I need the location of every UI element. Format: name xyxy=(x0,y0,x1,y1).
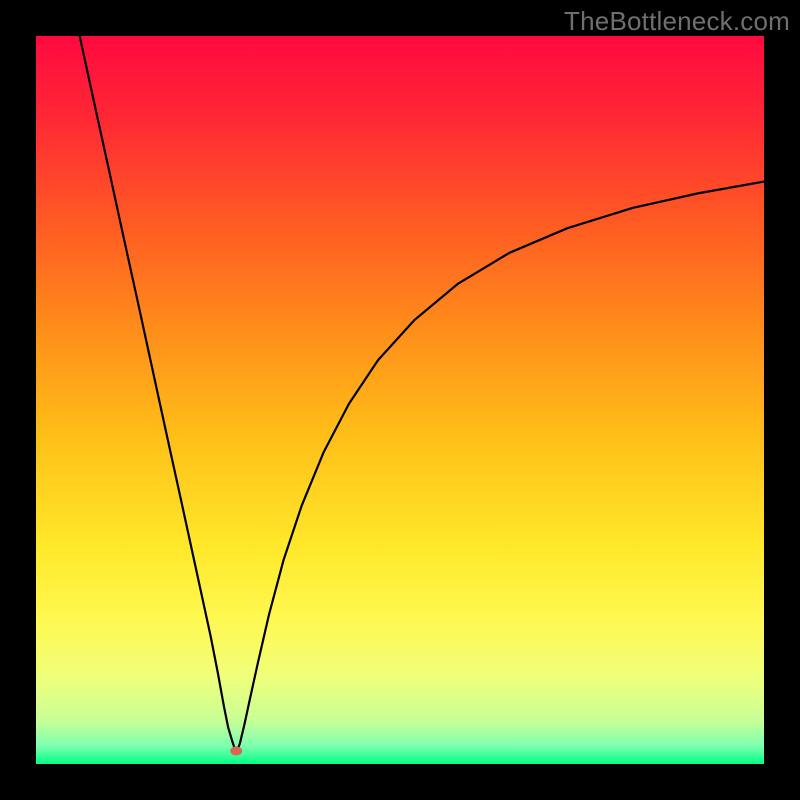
watermark-text: TheBottleneck.com xyxy=(564,6,790,37)
plot-area xyxy=(36,36,764,764)
chart-frame: TheBottleneck.com xyxy=(0,0,800,800)
gradient-background xyxy=(36,36,764,764)
minimum-marker xyxy=(230,746,242,755)
bottleneck-curve-chart xyxy=(36,36,764,764)
